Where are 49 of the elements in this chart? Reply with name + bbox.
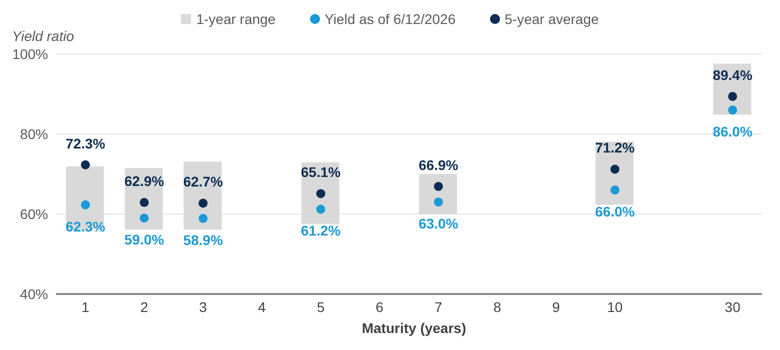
bar [596,142,634,205]
data-label: 86.0% [712,123,753,140]
data-label: 62.3% [66,218,106,234]
x-tick-label: 3 [199,298,208,315]
data-label: 62.9% [124,172,165,189]
point [198,214,208,223]
x-tick-label: 30 [724,298,741,315]
x-tick-label: 1 [82,298,90,315]
x-tick-label: 6 [376,298,384,315]
y-tick-label: 80% [20,126,48,142]
x-axis-title: Maturity (years) [360,320,468,336]
data-label: 71.2% [595,140,636,156]
x-tick-label: 2 [140,298,148,315]
point [80,200,90,210]
data-label: 66.9% [418,156,459,173]
legend-label: Yield as of 6/12/2026 [324,11,456,27]
point [316,189,326,198]
y-tick-label: 60% [20,206,48,222]
point [728,105,738,115]
data-label: 62.7% [183,174,224,190]
data-label: 59.0% [124,231,165,248]
data-label: 61.2% [300,222,342,239]
legend-label: 1-year range [195,11,276,27]
y-tick-label: 40% [20,286,48,302]
point [140,213,149,223]
point [316,204,326,214]
data-label: 65.1% [300,164,342,180]
y-tick-label: 100% [12,46,48,62]
point [728,92,738,101]
data-label: 58.9% [183,232,224,248]
data-label: 63.0% [418,215,459,232]
data-label: 66.0% [595,203,636,220]
x-tick-label: 4 [258,298,266,315]
data-label: 72.3% [66,135,106,152]
point [140,198,149,207]
x-tick-label: 7 [434,298,443,315]
x-tick-label: 5 [316,298,325,315]
point [434,182,443,191]
x-tick-label: 8 [493,298,502,315]
data-label: 89.4% [712,66,753,83]
x-tick-label: 9 [552,298,560,315]
x-tick-label: 10 [607,298,623,315]
point [80,160,90,170]
point [610,164,620,174]
point [610,185,620,195]
point [434,197,443,207]
y-axis-title: Yield ratio [12,28,74,44]
point [198,198,208,208]
legend-label: 5-year average [504,11,599,27]
